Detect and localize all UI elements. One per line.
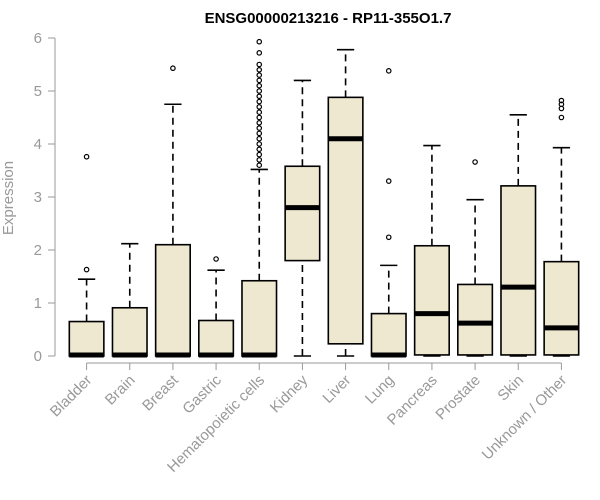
outlier-point [256,146,263,153]
outlier-point [256,98,263,105]
box-5 [241,38,278,358]
outlier-point [256,141,263,147]
outlier-point [256,114,263,121]
box-iqr [543,260,580,356]
y-axis-label: Expression [0,161,17,235]
outlier-point [385,178,392,184]
outlier-point [256,38,263,45]
box-iqr [457,283,494,356]
x-tick-label: Brain [102,372,139,409]
y-axis: 0 1 2 3 4 5 6 [34,30,56,365]
y-tick-label: 4 [34,136,42,153]
box-iqr [154,243,191,357]
outlier-point [256,93,263,100]
outlier-point [256,130,263,137]
outlier-point [256,125,263,131]
outlier-point [256,157,263,163]
y-tick-label: 5 [34,83,42,100]
outlier-point [256,82,263,89]
x-tick-label: Kidney [267,371,312,416]
box-10 [457,159,494,357]
x-tick-label: Liver [319,372,354,407]
outlier-point [256,104,263,110]
outlier-point [170,65,176,72]
box-9 [413,144,450,357]
outlier-point [213,256,219,262]
x-tick-label: Prostate [432,372,484,424]
y-tick-label: 0 [34,348,42,365]
x-tick-label: Bladder [47,372,96,421]
box-iqr [111,306,148,357]
outlier-point [385,68,392,74]
box-4 [198,256,235,358]
box-iqr [68,320,105,357]
y-tick-label: 1 [34,295,42,312]
box-iqr [198,319,235,357]
outlier-point [558,101,565,108]
outlier-point [256,151,263,158]
outlier-point [256,61,263,68]
box-iqr [327,96,364,345]
outlier-point [256,50,263,56]
box-7 [327,48,364,357]
box-iqr [370,312,407,357]
outlier-point [83,153,90,160]
box-8 [370,68,407,358]
chart-title: ENSG00000213216 - RP11-355O1.7 [205,10,452,27]
outlier-point [558,114,565,121]
outlier-point [83,266,90,273]
box-iqr [284,165,321,262]
box-6 [284,79,321,357]
outlier-point [385,234,392,241]
x-tick-label: Lung [362,372,398,408]
box-iqr [241,279,278,357]
y-tick-label: 6 [34,30,42,47]
x-tick-label: Breast [139,371,182,414]
box-11 [500,114,537,357]
box-series [68,38,580,358]
box-3 [154,65,191,358]
y-tick-label: 2 [34,242,42,259]
box-iqr [413,244,450,356]
outlier-point [256,109,263,116]
outlier-point [256,120,263,126]
box-2 [111,242,148,358]
outlier-point [256,135,263,142]
outlier-point [472,159,478,165]
box-12 [543,97,580,357]
outlier-point [256,77,263,84]
box-1 [68,153,105,358]
outlier-point [256,162,263,169]
outlier-point [256,72,263,78]
outlier-point [558,97,565,104]
y-tick-label: 3 [34,189,42,206]
outlier-point [256,67,263,73]
outlier-point [256,88,263,94]
box-iqr [500,185,537,356]
x-tick-label: Skin [494,372,527,405]
